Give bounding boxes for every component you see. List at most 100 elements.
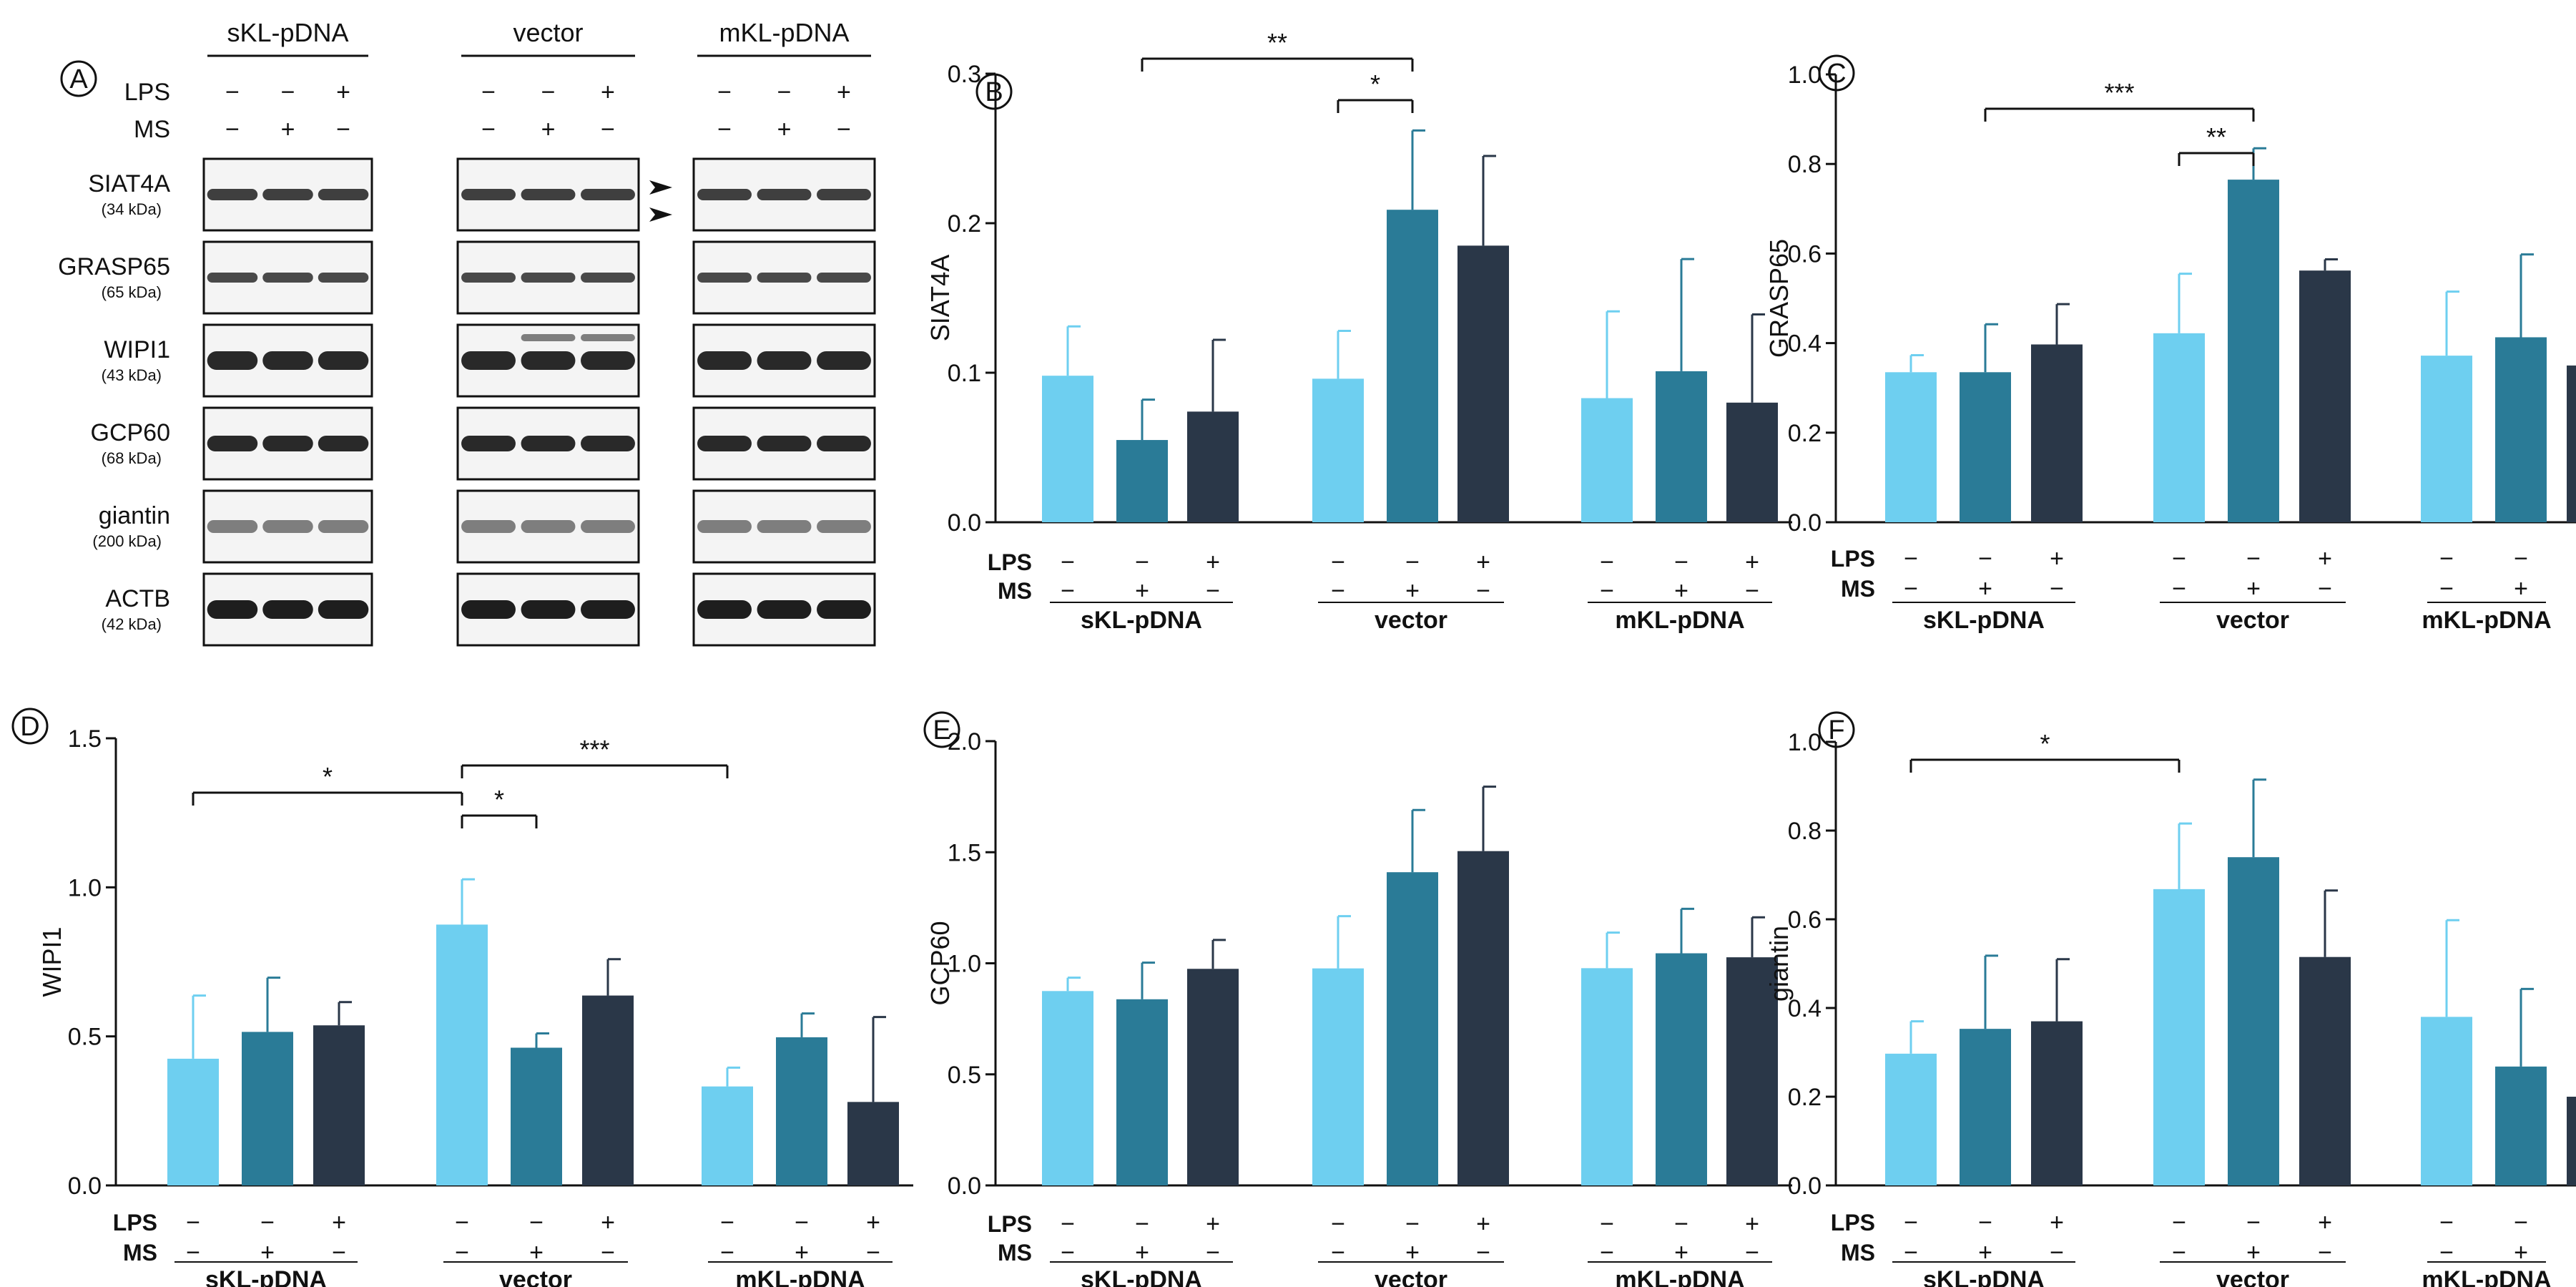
blot-band xyxy=(461,189,516,200)
significance-label: ** xyxy=(1267,28,1287,57)
lps-row-label: LPS xyxy=(988,549,1032,575)
blot-band xyxy=(581,436,635,451)
group-label: sKL-pDNA xyxy=(205,1266,327,1287)
lps-sign: − xyxy=(1135,549,1149,576)
ms-sign: − xyxy=(1061,1239,1075,1266)
y-tick-label: 0.0 xyxy=(1788,1173,1822,1200)
blot-protein-size: (42 kDa) xyxy=(102,615,162,633)
ms-sign: + xyxy=(1135,577,1149,605)
bar xyxy=(1387,872,1438,1185)
bar xyxy=(1960,372,2011,522)
ms-sign: − xyxy=(2318,575,2332,602)
group-label: mKL-pDNA xyxy=(2422,1266,2551,1287)
arrowhead-lower-icon xyxy=(649,207,672,222)
ms-sign: − xyxy=(1476,577,1490,605)
bar xyxy=(313,1025,365,1185)
bar xyxy=(2495,1066,2547,1185)
blot-band xyxy=(521,600,576,619)
lps-sign: − xyxy=(1061,1210,1075,1238)
lps-sign: + xyxy=(2050,1209,2064,1236)
ms-sign: + xyxy=(2246,1239,2261,1266)
bar xyxy=(2153,333,2205,522)
ms-sign: + xyxy=(2514,575,2528,602)
group-label: sKL-pDNA xyxy=(1081,1266,1202,1287)
ms-sign: + xyxy=(1405,1239,1420,1266)
blot-group-header: mKL-pDNA xyxy=(719,18,849,47)
blot-band xyxy=(207,273,258,283)
blot-protein-label: SIAT4A xyxy=(88,170,170,197)
lps-sign: − xyxy=(2514,545,2528,572)
ms-sign: + xyxy=(2514,1239,2528,1266)
lps-sign: + xyxy=(1745,549,1759,576)
blot-treatment-sign: − xyxy=(336,116,350,143)
lps-sign: − xyxy=(1061,549,1075,576)
bar xyxy=(2567,1097,2576,1185)
blot-treatment-sign: − xyxy=(717,116,732,143)
bar xyxy=(2031,344,2083,522)
lps-sign: + xyxy=(1206,1210,1220,1238)
blot-protein-label: giantin xyxy=(99,502,170,529)
significance-label: * xyxy=(2040,729,2050,758)
lps-sign: − xyxy=(2514,1209,2528,1236)
y-tick-label: 0.8 xyxy=(1788,818,1822,845)
y-tick-label: 1.0 xyxy=(1788,729,1822,756)
lps-sign: − xyxy=(1331,1210,1345,1238)
blot-band xyxy=(581,600,635,619)
blot-band xyxy=(521,436,576,451)
lps-sign: − xyxy=(720,1209,734,1236)
y-tick-label: 1.0 xyxy=(948,951,981,978)
bar xyxy=(1726,402,1778,522)
y-axis-label: WIPI1 xyxy=(37,926,67,997)
ms-sign: − xyxy=(601,1239,615,1266)
blot-treatment-sign: − xyxy=(225,79,240,106)
blot-treatment-sign: − xyxy=(601,116,615,143)
lps-row-label: LPS xyxy=(988,1211,1032,1237)
blot-band xyxy=(521,520,576,533)
lps-sign: − xyxy=(455,1209,469,1236)
group-label: mKL-pDNA xyxy=(735,1266,865,1287)
bar xyxy=(1885,372,1937,522)
ms-sign: − xyxy=(1476,1239,1490,1266)
lps-sign: − xyxy=(1600,1210,1614,1238)
blot-band xyxy=(581,351,635,370)
group-label: sKL-pDNA xyxy=(1081,607,1202,634)
blot-band xyxy=(817,520,871,533)
blot-band-upper xyxy=(581,334,635,341)
y-tick-label: 0.4 xyxy=(1788,995,1822,1022)
y-tick-label: 0.2 xyxy=(1788,420,1822,447)
lps-sign: + xyxy=(601,1209,615,1236)
blot-band xyxy=(817,436,871,451)
blot-band xyxy=(461,436,516,451)
ms-sign: − xyxy=(720,1239,734,1266)
blot-band xyxy=(581,189,635,200)
arrowhead-upper-icon xyxy=(649,180,672,195)
y-tick-label: 0.6 xyxy=(1788,240,1822,268)
y-tick-label: 1.5 xyxy=(948,839,981,866)
blot-band xyxy=(697,436,752,451)
blot-band xyxy=(757,520,812,533)
lps-sign: − xyxy=(2246,1209,2261,1236)
y-tick-label: 0.1 xyxy=(948,360,981,387)
bar xyxy=(582,995,634,1185)
bar xyxy=(1116,440,1168,522)
y-tick-label: 0.2 xyxy=(1788,1084,1822,1111)
blot-protein-size: (68 kDa) xyxy=(102,449,162,467)
panel-label-b: B xyxy=(985,77,1003,107)
blot-band xyxy=(207,600,258,619)
blot-treatment-sign: − xyxy=(225,116,240,143)
y-axis-label: SIAT4A xyxy=(925,255,955,341)
ms-sign: + xyxy=(2246,575,2261,602)
lps-sign: − xyxy=(1600,549,1614,576)
blot-band xyxy=(697,189,752,200)
significance-label: *** xyxy=(2104,78,2134,107)
y-tick-label: 0.5 xyxy=(68,1024,102,1051)
bar xyxy=(242,1032,293,1185)
panel-label-circle xyxy=(923,711,960,748)
ms-row-label: MS xyxy=(998,578,1032,604)
lps-sign: + xyxy=(1206,549,1220,576)
blot-band xyxy=(318,436,369,451)
lps-sign: − xyxy=(1904,545,1918,572)
ms-sign: − xyxy=(2439,1239,2454,1266)
blot-band xyxy=(757,436,812,451)
